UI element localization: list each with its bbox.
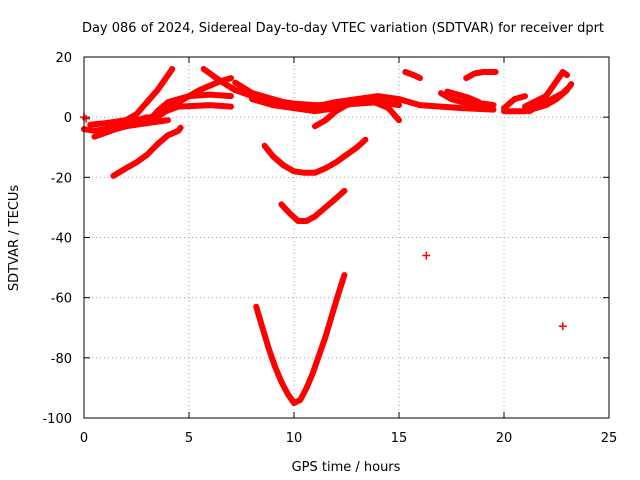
trace-14	[253, 272, 348, 406]
trace-4	[133, 102, 234, 127]
data-traces	[80, 66, 575, 406]
trace-18	[463, 69, 499, 82]
tick-labels: 0 5 10 15 20 25 -100 -80 -60 -40 -20 0 20	[42, 51, 617, 446]
y-tick-label: 20	[55, 51, 72, 66]
x-tick-label: 0	[80, 431, 88, 446]
data-point	[558, 322, 567, 331]
y-axis-label: SDTVAR / TECUs	[7, 185, 22, 292]
plot-frame	[83, 56, 610, 419]
data-point	[82, 114, 91, 123]
x-tick-label: 20	[496, 431, 513, 446]
y-tick-label: -100	[42, 412, 72, 427]
trace-15	[402, 69, 423, 82]
trace-20	[501, 93, 528, 112]
trace-11	[312, 96, 365, 130]
trace-6	[110, 124, 184, 179]
trace-1	[87, 66, 176, 128]
trace-21	[526, 81, 575, 115]
x-tick-label: 5	[185, 431, 193, 446]
x-tick-label: 25	[601, 431, 618, 446]
y-tick-label: -20	[51, 171, 72, 186]
trace-16	[438, 90, 497, 109]
trace-17	[444, 88, 482, 106]
x-tick-label: 10	[286, 431, 303, 446]
y-tick-label: -80	[51, 352, 72, 367]
chart-title: Day 086 of 2024, Sidereal Day-to-day VTE…	[82, 21, 604, 36]
trace-5	[102, 117, 171, 134]
trace-22	[522, 69, 570, 110]
x-tick-label: 15	[391, 431, 408, 446]
x-axis-label: GPS time / hours	[292, 460, 401, 475]
trace-12	[261, 136, 369, 176]
y-tick-label: -60	[51, 292, 72, 307]
y-tick-label: -40	[51, 232, 72, 247]
trace-13	[278, 187, 348, 224]
data-point	[422, 251, 431, 260]
y-tick-label: 0	[64, 111, 72, 126]
